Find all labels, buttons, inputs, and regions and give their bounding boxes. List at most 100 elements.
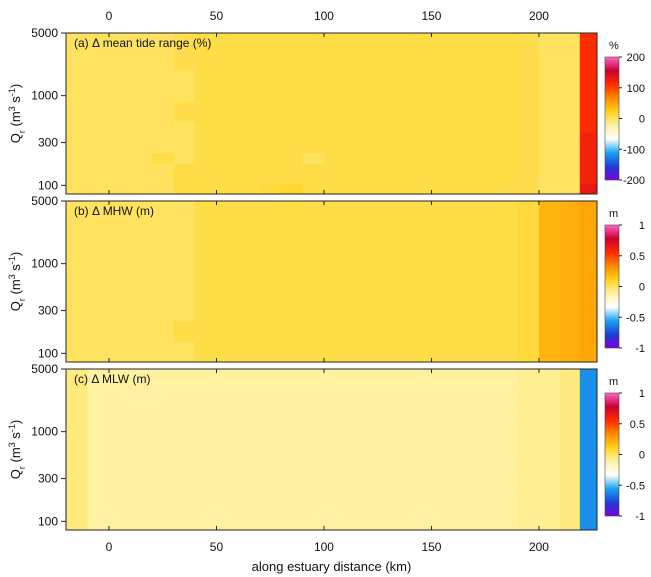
heatmap-cell (66, 385, 88, 397)
heatmap-cell (496, 320, 518, 332)
heatmap-cell (367, 509, 389, 521)
heatmap-cell (259, 201, 282, 219)
y-axis-label-part: s (8, 264, 23, 275)
y-axis-label-part: (m (8, 279, 23, 298)
heatmap-cell (302, 228, 325, 239)
heatmap-cell (324, 385, 346, 397)
x-tick-label: 50 (210, 540, 224, 554)
heatmap-cell (579, 101, 598, 112)
heatmap-cell (66, 163, 88, 175)
heatmap-cell (579, 289, 598, 301)
heatmap-cell (324, 163, 346, 175)
heatmap-cell (324, 520, 346, 531)
heatmap-cell (66, 228, 88, 239)
x-tick-label: 0 (106, 540, 113, 554)
y-axis-label: Qr (m3 s-1) (7, 252, 27, 311)
heatmap-cell (238, 437, 260, 448)
heatmap-cell (345, 406, 368, 418)
heatmap-cell (496, 258, 518, 270)
heatmap-cell (539, 300, 561, 311)
heatmap-cell (539, 70, 561, 82)
heatmap-cell (345, 426, 368, 438)
heatmap-cell (560, 416, 581, 428)
heatmap-cell (87, 320, 110, 332)
heatmap-cell (367, 331, 389, 343)
heatmap-cell (195, 269, 217, 280)
heatmap-cell (152, 437, 174, 448)
heatmap-cell (281, 369, 303, 387)
heatmap-cell (259, 248, 282, 260)
heatmap-cell (367, 217, 389, 229)
heatmap-cell (302, 142, 325, 154)
heatmap-cell (560, 33, 581, 51)
heatmap-cell (410, 60, 432, 71)
heatmap-cell (66, 80, 88, 92)
heatmap-cell (302, 385, 325, 397)
heatmap-cell (302, 457, 325, 469)
heatmap-cell (496, 163, 518, 175)
heatmap-cell (560, 406, 581, 418)
heatmap-cell (130, 478, 153, 490)
heatmap-cell (281, 269, 303, 280)
heatmap-cell (302, 447, 325, 459)
heatmap-cell (302, 111, 325, 123)
heatmap-cell (496, 426, 518, 438)
heatmap-cell (474, 33, 497, 51)
heatmap-cell (238, 289, 260, 301)
heatmap-cell (517, 396, 540, 407)
heatmap-cell (259, 101, 282, 112)
heatmap-cell (539, 520, 561, 531)
heatmap-cell (345, 152, 368, 164)
heatmap-cell (195, 385, 217, 397)
heatmap-cell (152, 152, 174, 164)
heatmap-cell (87, 369, 110, 387)
heatmap-cell (281, 201, 303, 219)
heatmap-cell (560, 70, 581, 82)
heatmap-cell (367, 163, 389, 175)
heatmap-cell (87, 173, 110, 185)
heatmap-cell (410, 331, 432, 343)
heatmap-cell (560, 426, 581, 438)
heatmap-cell (195, 509, 217, 521)
colorbar (604, 56, 620, 181)
heatmap-cell (410, 228, 432, 239)
heatmap-cell (216, 426, 239, 438)
heatmap-cell (388, 426, 411, 438)
heatmap-cell (281, 385, 303, 397)
heatmap-cell (216, 320, 239, 332)
heatmap-cell (539, 132, 561, 143)
heatmap-cell (496, 406, 518, 418)
heatmap-cell (324, 279, 346, 291)
heatmap-cell (345, 60, 368, 71)
heatmap-cell (130, 248, 153, 260)
heatmap-cell (259, 173, 282, 185)
heatmap-cell (345, 279, 368, 291)
heatmap-cell (453, 499, 475, 511)
heatmap-cell (66, 447, 88, 459)
heatmap-cell (259, 341, 282, 353)
heatmap-cell (238, 385, 260, 397)
heatmap-cell (87, 201, 110, 219)
heatmap-cell (173, 184, 196, 195)
heatmap-cell (367, 33, 389, 51)
heatmap-cell (453, 142, 475, 154)
heatmap-cell (324, 406, 346, 418)
heatmap-cell (259, 90, 282, 102)
y-axis-label-part: Q (8, 133, 23, 143)
heatmap-cell (539, 248, 561, 260)
heatmap-cell (431, 33, 454, 51)
heatmap-cell (410, 488, 432, 500)
heatmap-cell (579, 406, 598, 418)
heatmap-cell (195, 60, 217, 71)
heatmap-cell (453, 90, 475, 102)
heatmap-cell (496, 111, 518, 123)
heatmap-cell (302, 341, 325, 353)
heatmap-cell (109, 238, 131, 250)
heatmap-cell (324, 184, 346, 195)
heatmap-cell (130, 217, 153, 229)
heatmap-cell (152, 101, 174, 112)
heatmap-cell (517, 101, 540, 112)
heatmap-cell (87, 152, 110, 164)
heatmap-cell (130, 33, 153, 51)
heatmap-cell (109, 437, 131, 448)
